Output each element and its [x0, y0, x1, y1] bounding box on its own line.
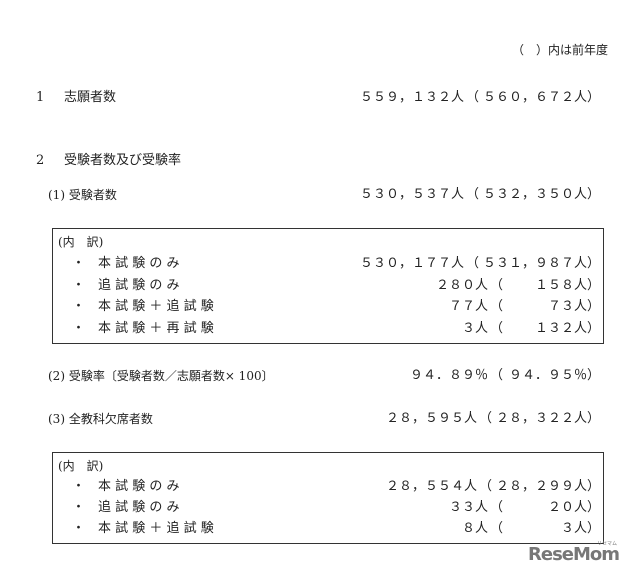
breakdown-row-values: ７７人 （ ７３人）	[449, 299, 600, 315]
breakdown-row-values: ３人 （ １３２人）	[462, 321, 600, 337]
open-paren: （	[490, 500, 504, 515]
breakdown-row-previous: （ ２０人）	[490, 500, 600, 516]
section1-number: 1	[36, 90, 45, 105]
section2-number: 2	[36, 153, 45, 168]
sub3-label: (3) 全教科欠席者数	[48, 412, 153, 426]
breakdown-row-label: ・ 本 試 験 ＋ 再 試 験	[72, 320, 214, 336]
previous-value: １３２人）	[534, 320, 600, 336]
breakdown-box-1	[52, 228, 604, 344]
section1-label: 志願者数	[64, 90, 117, 105]
logo-text: ReseMom	[528, 544, 620, 565]
breakdown-row-label: ・ 追 試 験 の み	[72, 277, 180, 293]
section1-current: ５５９，１３２人	[359, 90, 464, 105]
sub1-label: (1) 受験者数	[48, 188, 117, 202]
sub3-current: ２８，５９５人	[385, 411, 477, 426]
breakdown-row-values: ２８，５５４人 （２８，２９９人）	[386, 479, 600, 495]
previous-value: ３人）	[560, 521, 600, 536]
breakdown-row-previous: （２８，２９９人）	[479, 479, 600, 495]
open-paren: （	[465, 90, 479, 105]
open-paren: （	[490, 277, 504, 293]
previous-value: ５３２，３５０人）	[482, 187, 600, 202]
open-paren: （	[465, 187, 479, 202]
logo-small-text: リセマム	[597, 541, 618, 547]
sub3-values: ２８，５９５人 （２８，３２２人）	[386, 411, 600, 427]
breakdown-row-previous: （５３１，９８７人）	[466, 256, 600, 272]
breakdown-row-values: ３３人 （ ２０人）	[449, 500, 600, 516]
previous-value: ５６０，６７２人）	[482, 90, 600, 105]
breakdown-row-label: ・ 本 試 験 ＋ 追 試 験	[72, 299, 214, 314]
breakdown-row-values: ８人 （ ３人）	[462, 521, 600, 537]
breakdown-row-label: ・ 本 試 験 ＋ 追 試 験	[72, 521, 214, 536]
breakdown-row-label: ・ 本 試 験 の み	[72, 479, 180, 494]
breakdown-title: (内 訳)	[58, 459, 104, 473]
previous-year-note: （ ）内は前年度	[512, 43, 609, 57]
breakdown-row-previous: （ ３人）	[490, 521, 600, 537]
breakdown-row-current: ２８０人	[435, 277, 488, 293]
section1-values: ５５９，１３２人 （５６０，６７２人）	[360, 90, 600, 106]
breakdown-row-previous: （ １３２人）	[490, 321, 600, 337]
breakdown-row-current: ８人	[461, 521, 488, 536]
sub2-previous: （ ９４．９５％）	[490, 368, 600, 384]
sub1-current: ５３０，５３７人	[359, 187, 464, 202]
breakdown-row-label: ・ 本 試 験 の み	[72, 256, 180, 271]
open-paren: （	[490, 368, 504, 383]
section2-label: 受験者数及び受験率	[64, 153, 182, 168]
breakdown-row-label: ・ 追 試 験 の み	[72, 500, 180, 515]
previous-value: ２８，２９９人）	[495, 479, 600, 494]
previous-value: ７３人）	[547, 299, 600, 314]
breakdown-row-current: ３人	[461, 320, 488, 336]
sub2-current: ９４．８９％	[409, 368, 488, 383]
breakdown-row-current: ３３人	[448, 500, 488, 515]
sub3-previous: （２８，３２２人）	[479, 411, 600, 427]
previous-value: ９４．９５％）	[508, 368, 600, 383]
breakdown-row-current: ５３０，１７７人	[359, 256, 464, 271]
sub1-values: ５３０，５３７人 （５３２，３５０人）	[360, 187, 600, 203]
previous-value: １５８人）	[534, 277, 600, 293]
open-paren: （	[490, 521, 504, 536]
breakdown-row-values: ５３０，１７７人 （５３１，９８７人）	[360, 256, 600, 272]
open-paren: （	[478, 411, 492, 426]
breakdown-row-current: ２８，５５４人	[385, 479, 477, 494]
breakdown-row-values: ２８０人 （ １５８人）	[436, 278, 600, 294]
breakdown-row-current: ７７人	[448, 299, 488, 314]
sub2-values: ９４．８９％ （ ９４．９５％）	[410, 368, 600, 384]
sub2-label: (2) 受験率〔受験者数／志願者数× 100〕	[48, 369, 274, 383]
open-paren: （	[478, 479, 492, 494]
breakdown-box-2	[52, 452, 604, 544]
previous-value: ２０人）	[547, 500, 600, 515]
open-paren: （	[490, 299, 504, 314]
previous-value: ５３１，９８７人）	[482, 256, 600, 271]
section1-previous: （５６０，６７２人）	[466, 90, 600, 106]
resemom-logo: ReseMom リセマム	[528, 541, 620, 565]
sub1-previous: （５３２，３５０人）	[466, 187, 600, 203]
breakdown-row-previous: （ ７３人）	[490, 299, 600, 315]
open-paren: （	[465, 256, 479, 271]
previous-value: ２８，３２２人）	[495, 411, 600, 426]
breakdown-title: (内 訳)	[58, 235, 104, 249]
breakdown-row-previous: （ １５８人）	[490, 278, 600, 294]
open-paren: （	[490, 320, 504, 336]
